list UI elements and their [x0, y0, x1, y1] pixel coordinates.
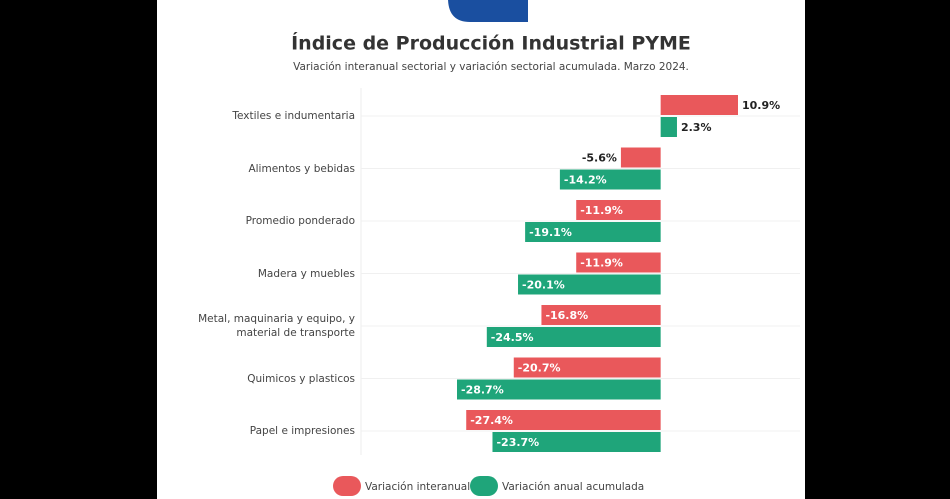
chart-subtitle: Variación interanual sectorial y variaci… [293, 61, 689, 73]
value-label: -11.9% [580, 204, 623, 217]
bar [660, 95, 738, 115]
category-label: Textiles e indumentaria [232, 110, 355, 122]
bar [457, 379, 661, 400]
legend-label: Variación interanual [365, 481, 470, 493]
category-label: Quimicos y plasticos [247, 372, 355, 385]
value-label: -16.8% [545, 309, 588, 322]
bar [486, 327, 661, 347]
bar [576, 200, 661, 220]
value-label: -23.7% [496, 436, 539, 449]
legend-swatch [470, 476, 498, 496]
legend-swatch [333, 476, 361, 496]
bar [576, 252, 661, 273]
value-label: -5.6% [582, 152, 617, 165]
logo [448, 0, 528, 22]
category-label: Promedio ponderado [245, 215, 355, 227]
value-label: -19.1% [529, 226, 572, 239]
bar [492, 432, 661, 452]
value-label: -20.1% [522, 279, 565, 292]
bar [541, 305, 661, 325]
bar [620, 147, 661, 168]
value-label: 2.3% [681, 121, 712, 134]
bar [518, 274, 661, 295]
bar [559, 169, 661, 190]
category-label: Papel e impresiones [249, 425, 355, 437]
value-label: 10.9% [742, 99, 780, 112]
category-label: Alimentos y bebidas [248, 162, 355, 175]
value-label: -24.5% [491, 331, 534, 344]
bar [525, 222, 661, 242]
value-label: -11.9% [580, 257, 623, 270]
chart-title: Índice de Producción Industrial PYME [291, 32, 691, 55]
bar [513, 357, 661, 378]
legend-label: Variación anual acumulada [502, 481, 644, 493]
category-label: Metal, maquinaria y equipo, y material d… [198, 313, 355, 339]
bar [660, 117, 677, 137]
value-label: -20.7% [518, 362, 561, 375]
value-label: -14.2% [564, 174, 607, 187]
category-label: Madera y muebles [257, 267, 355, 280]
bar [466, 410, 661, 430]
value-label: -27.4% [470, 414, 513, 427]
value-label: -28.7% [461, 384, 504, 397]
